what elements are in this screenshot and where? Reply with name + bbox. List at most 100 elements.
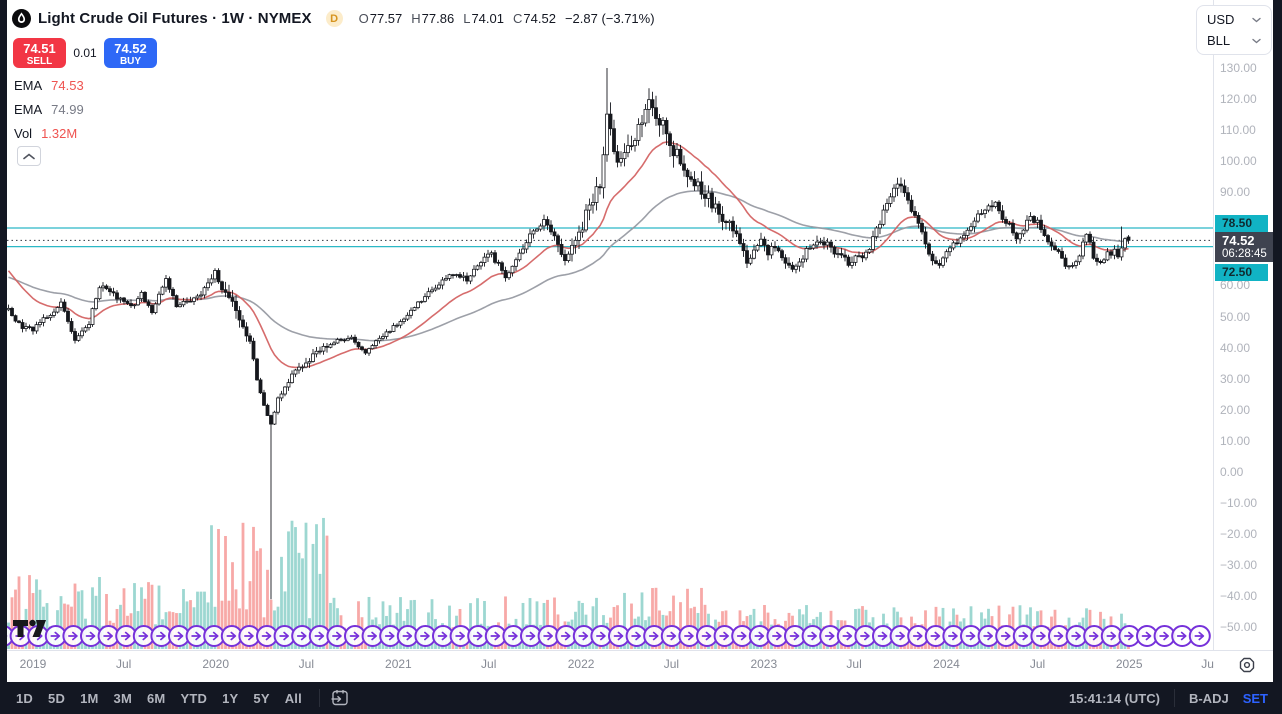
open-value: 77.57 bbox=[369, 11, 403, 26]
price-tick: 50.00 bbox=[1220, 309, 1251, 324]
price-tick: −20.00 bbox=[1220, 527, 1258, 542]
contract-rollover-markers bbox=[7, 625, 1211, 647]
chevron-down-icon bbox=[1252, 38, 1261, 43]
sell-button[interactable]: 74.51 SELL bbox=[13, 38, 66, 68]
price-tick: 130.00 bbox=[1220, 61, 1257, 75]
change-value: −2.87 (−3.71%) bbox=[564, 11, 655, 26]
range-button-3m[interactable]: 3M bbox=[113, 690, 132, 706]
range-button-1m[interactable]: 1M bbox=[80, 690, 99, 706]
currency-unit-selector: USD BLL bbox=[1196, 5, 1272, 55]
price-axis-border bbox=[1213, 0, 1214, 650]
ema-fast-label: EMA bbox=[14, 78, 43, 93]
trade-panel: 74.51 SELL 0.01 74.52 BUY bbox=[13, 38, 157, 68]
time-tick: Jul bbox=[1029, 657, 1046, 671]
range-button-5y[interactable]: 5Y bbox=[253, 690, 270, 706]
range-button-ytd[interactable]: YTD bbox=[180, 690, 208, 706]
sell-price: 74.51 bbox=[23, 40, 56, 56]
upper-level-price-label[interactable]: 78.50 bbox=[1215, 215, 1268, 232]
range-button-1y[interactable]: 1Y bbox=[222, 690, 239, 706]
ema-fast-value: 74.53 bbox=[51, 78, 84, 93]
time-tick: 2020 bbox=[202, 657, 230, 671]
right-toolbar-strip bbox=[1273, 0, 1282, 682]
buy-label: BUY bbox=[119, 55, 142, 67]
price-tick: −10.00 bbox=[1220, 495, 1258, 510]
chevron-down-icon bbox=[1252, 17, 1261, 22]
ema-slow-value: 74.99 bbox=[51, 102, 84, 117]
unit-dropdown[interactable]: BLL bbox=[1197, 33, 1271, 48]
time-tick: 2019 bbox=[19, 657, 47, 671]
toolbar-right: 15:41:14 (UTC) B-ADJ SET bbox=[1069, 689, 1268, 707]
toolbar-divider bbox=[318, 689, 320, 707]
ema-slow-legend[interactable]: EMA 74.99 bbox=[14, 102, 84, 117]
ema-slow-label: EMA bbox=[14, 102, 43, 117]
ema-fast-legend[interactable]: EMA 74.53 bbox=[14, 78, 84, 93]
range-button-1d[interactable]: 1D bbox=[16, 690, 34, 706]
volume-legend[interactable]: Vol 1.32M bbox=[14, 126, 77, 141]
range-button-5d[interactable]: 5D bbox=[48, 690, 66, 706]
symbol-title[interactable]: Light Crude Oil Futures · 1W · NYMEX bbox=[38, 10, 312, 27]
open-label: O bbox=[358, 11, 369, 26]
time-tick: Jul bbox=[298, 657, 315, 671]
buy-price: 74.52 bbox=[114, 40, 147, 56]
price-tick: 120.00 bbox=[1220, 92, 1257, 107]
price-tick: 60.00 bbox=[1220, 278, 1251, 293]
range-button-all[interactable]: All bbox=[284, 690, 302, 706]
volume-label: Vol bbox=[14, 126, 33, 141]
settlement-toggle[interactable]: SET bbox=[1242, 690, 1268, 706]
unit-value: BLL bbox=[1207, 33, 1231, 48]
time-tick: 2023 bbox=[750, 657, 778, 671]
price-chart[interactable] bbox=[0, 0, 1282, 682]
spread-value: 0.01 bbox=[73, 46, 97, 60]
price-tick: −50.00 bbox=[1220, 620, 1258, 635]
current-price-value: 74.52 bbox=[1222, 233, 1255, 248]
session-clock[interactable]: 15:41:14 (UTC) bbox=[1068, 690, 1160, 706]
currency-value: USD bbox=[1207, 12, 1235, 27]
high-label: H bbox=[411, 11, 421, 26]
low-value: 74.01 bbox=[471, 11, 504, 26]
close-label: C bbox=[513, 11, 523, 26]
left-toolbar-strip bbox=[0, 0, 7, 682]
sell-label: SELL bbox=[26, 55, 53, 67]
time-tick: Jul bbox=[663, 657, 680, 671]
calendar-go-to-icon bbox=[331, 690, 348, 706]
close-value: 74.52 bbox=[523, 11, 556, 26]
time-tick: 2025 bbox=[1115, 657, 1143, 671]
price-tick: 100.00 bbox=[1220, 154, 1257, 169]
back-adjust-toggle[interactable]: B-ADJ bbox=[1188, 690, 1229, 706]
time-tick: 2024 bbox=[933, 657, 960, 671]
bottom-toolbar: 1D 5D 1M 3M 6M YTD 1Y 5Y All 15:41:14 (UTC) B-AD… bbox=[0, 682, 1282, 714]
time-tick: 2022 bbox=[567, 657, 595, 671]
bar-countdown: 06:28:45 bbox=[1222, 248, 1267, 260]
price-tick: 40.00 bbox=[1220, 340, 1251, 355]
ohlc-values: O77.57 H77.86 L74.01 C74.52 −2.87 (−3.71… bbox=[359, 11, 655, 26]
scale-settings-icon[interactable] bbox=[1237, 655, 1257, 675]
legend-collapse-button[interactable] bbox=[17, 146, 41, 166]
buy-button[interactable]: 74.52 BUY bbox=[104, 38, 157, 68]
price-tick: 10.00 bbox=[1220, 433, 1251, 448]
delayed-data-badge[interactable]: D bbox=[325, 10, 343, 27]
current-price-label[interactable]: 74.52 06:28:45 bbox=[1215, 232, 1273, 262]
time-tick: Jul bbox=[481, 657, 497, 671]
go-to-date-button[interactable] bbox=[330, 689, 350, 707]
price-tick: 90.00 bbox=[1220, 185, 1251, 200]
range-button-6m[interactable]: 6M bbox=[147, 690, 166, 706]
time-tick: Ju bbox=[1201, 657, 1214, 671]
high-value: 77.86 bbox=[421, 11, 455, 26]
price-tick: −30.00 bbox=[1220, 558, 1258, 573]
crude-oil-symbol-icon bbox=[12, 9, 31, 28]
volume-value: 1.32M bbox=[41, 126, 78, 141]
tradingview-logo[interactable] bbox=[12, 617, 48, 639]
time-tick: Jul bbox=[846, 657, 862, 671]
low-label: L bbox=[463, 11, 471, 26]
lower-level-price-label[interactable]: 72.50 bbox=[1215, 264, 1268, 281]
price-tick: −40.00 bbox=[1220, 589, 1258, 604]
price-tick: 0.00 bbox=[1220, 464, 1244, 479]
currency-dropdown[interactable]: USD bbox=[1197, 12, 1271, 27]
price-tick: 20.00 bbox=[1220, 402, 1251, 417]
time-tick: 2021 bbox=[385, 657, 412, 671]
time-axis-border bbox=[7, 650, 1273, 651]
chevron-up-icon bbox=[23, 152, 35, 159]
symbol-header: Light Crude Oil Futures · 1W · NYMEX D O… bbox=[12, 9, 655, 28]
toolbar-divider bbox=[1173, 689, 1175, 707]
